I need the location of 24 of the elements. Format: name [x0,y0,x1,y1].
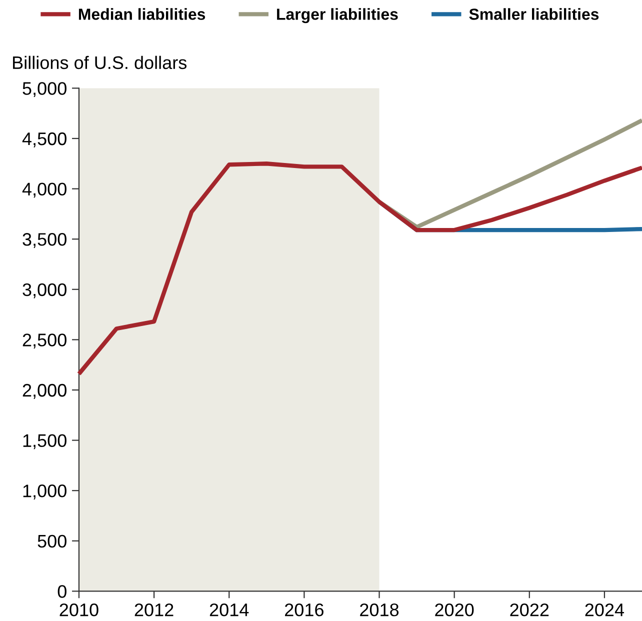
y-axis-title: Billions of U.S. dollars [13,56,187,70]
y-tick-label: 2,000 [22,384,66,399]
legend-label: Median liabilities [78,8,206,20]
x-tick-label: 2014 [210,603,249,616]
x-tick-label: 2022 [510,603,549,616]
x-tick-label: 2016 [285,603,324,616]
legend-label: Larger liabilities [277,8,398,24]
x-tick-label: 2018 [360,603,399,616]
y-tick-label: 5,000 [22,82,66,98]
y-tick-label: 1,000 [23,484,66,500]
y-tick-label: 4,500 [22,132,66,148]
y-tick-label: 0 [58,585,66,598]
x-tick-label: 2012 [134,603,174,616]
legend-label: Smaller liabilities [469,8,599,20]
y-tick-label: 500 [38,534,66,548]
line-series [76,162,642,376]
y-tick-label: 4,000 [22,182,66,198]
y-tick-label: 1,500 [23,434,66,450]
y-tick-label: 2,500 [22,334,66,349]
x-tick-label: 2020 [435,603,474,616]
y-tick-label: 3,000 [22,283,66,298]
x-tick-label: 2010 [60,603,98,616]
x-tick-label: 2024 [585,603,624,616]
y-tick-label: 3,500 [22,233,66,248]
